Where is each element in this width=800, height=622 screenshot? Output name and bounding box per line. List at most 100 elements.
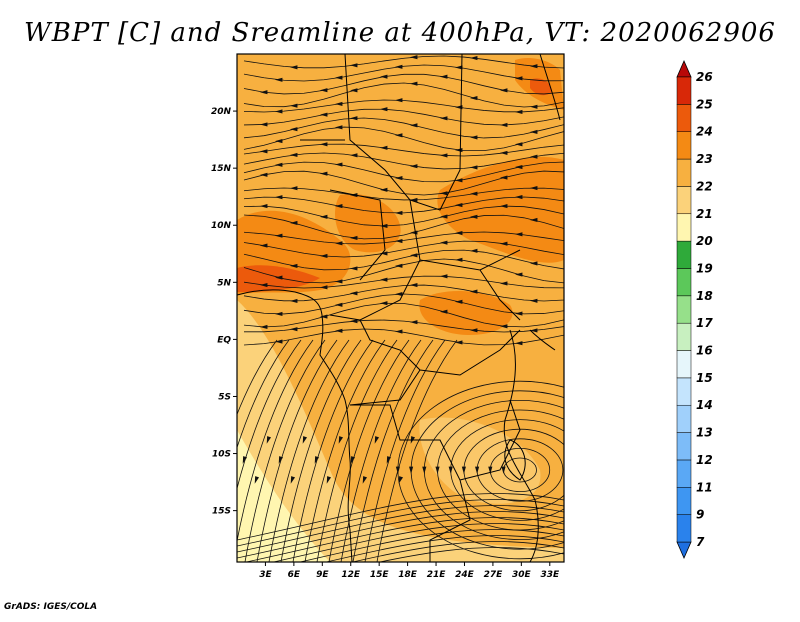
streamline-arrow [410, 164, 418, 169]
streamline-arrow [395, 329, 403, 334]
streamline-arrow [350, 116, 358, 121]
streamline-arrow [335, 328, 343, 333]
streamline-arrow [350, 456, 356, 464]
colorbar-swatch [676, 104, 692, 132]
lon-tick-label: 15E [370, 570, 390, 580]
streamline-north [243, 73, 564, 95]
streamline-north [243, 126, 564, 152]
streamline-south [378, 547, 564, 562]
lon-tick-label: 21E [427, 570, 447, 580]
streamline-south [237, 499, 564, 547]
streamline-arrow [470, 248, 478, 253]
streamline-arrow [455, 230, 463, 236]
streamline-arrow [350, 235, 358, 241]
streamline-arrow [326, 476, 332, 484]
streamline-arrow [290, 220, 298, 226]
streamline-north [243, 302, 564, 328]
streamline-arrow [395, 210, 403, 216]
streamline-arrow [290, 152, 298, 158]
streamline-arrow [515, 142, 523, 147]
streamline-arrow [242, 456, 248, 464]
streamline-arrow [350, 291, 358, 296]
streamline-arrow [275, 77, 283, 82]
colorbar-label: 25 [696, 97, 713, 111]
colorbar-label: 9 [696, 508, 704, 522]
streamline-arrow [374, 436, 380, 444]
streamline-arrow [488, 466, 493, 474]
streamline-north [243, 161, 564, 183]
streamline-arrow [455, 257, 463, 262]
streamline-arrow [448, 466, 453, 474]
colorbar-label: 24 [696, 125, 713, 139]
streamline-arrow [275, 311, 283, 317]
colorbar-swatch [676, 432, 692, 461]
streamline-north [243, 328, 564, 346]
colorbar-swatch [676, 268, 692, 297]
streamline-arrow [380, 277, 388, 282]
colorbar-swatch [676, 514, 692, 543]
streamline-arrow [320, 142, 328, 147]
streamline-arrow [380, 251, 388, 256]
streamline-arrow [335, 162, 343, 167]
streamline-arrow [320, 171, 328, 176]
colorbar-label: 12 [696, 453, 713, 467]
streamline-arrow [350, 63, 358, 68]
streamline-north [243, 170, 564, 196]
streamline-arrow [320, 253, 328, 259]
colorbar-label: 16 [696, 344, 713, 358]
streamline-arrow [302, 436, 308, 444]
streamline-southwest [352, 339, 434, 562]
streamline-arrow [260, 204, 268, 209]
streamline-arrow [422, 466, 427, 474]
streamline-arrow [410, 81, 418, 86]
lat-tick-label: 10S [212, 450, 231, 460]
streamline-north [243, 275, 564, 289]
map-plot-area [237, 54, 564, 562]
lat-tick-label: 10N [211, 221, 232, 231]
streamline-arrow [440, 74, 448, 79]
streamline-arrow [260, 90, 268, 95]
streamline-arrow [290, 298, 298, 304]
streamline-arrow [501, 466, 506, 474]
streamline-arrow [290, 103, 298, 108]
streamline-arrow [440, 116, 448, 121]
streamline-arrow [470, 55, 478, 61]
streamline-southwest [237, 339, 290, 449]
streamline-arrow [455, 203, 463, 208]
lon-tick-label: 33E [540, 570, 560, 580]
streamline-arrow [475, 466, 480, 474]
lat-tick-label: 15S [212, 507, 231, 517]
streamline-southwest [237, 339, 314, 543]
streamline-arrow [335, 279, 343, 284]
lat-tick-label: 5S [218, 392, 231, 402]
streamline-arrow [440, 214, 448, 219]
streamline-arrow [380, 145, 388, 150]
colorbar-label: 20 [696, 234, 713, 248]
streamline-arrow [290, 186, 298, 191]
streamline-arrow [380, 74, 388, 79]
streamline-arrow [470, 96, 478, 101]
streamline-south [237, 493, 564, 541]
colorbar-label: 14 [696, 398, 713, 412]
streamline-arrow [395, 176, 403, 181]
streamline-arrow [500, 88, 508, 93]
streamline-arrow [515, 341, 523, 346]
colorbar-label: 22 [696, 179, 713, 193]
streamline-arrows [242, 55, 538, 484]
streamline-arrow [290, 127, 298, 132]
lon-tick-label: 18E [398, 570, 418, 580]
streamline-southwest [280, 339, 362, 562]
streamline-north [243, 64, 564, 82]
streamline-arrow [266, 436, 272, 444]
streamline-arrow [530, 298, 538, 303]
streamline-arrow [290, 476, 296, 484]
streamline-arrow [395, 98, 403, 103]
streamline-arrow [515, 311, 523, 316]
streamline-arrow [515, 109, 523, 115]
streamline-arrow [320, 112, 328, 117]
streamline-arrow [335, 204, 343, 209]
streamline-arrow [515, 164, 523, 170]
colorbar-label: 23 [696, 152, 713, 166]
lat-tick-label: 20N [211, 107, 232, 117]
